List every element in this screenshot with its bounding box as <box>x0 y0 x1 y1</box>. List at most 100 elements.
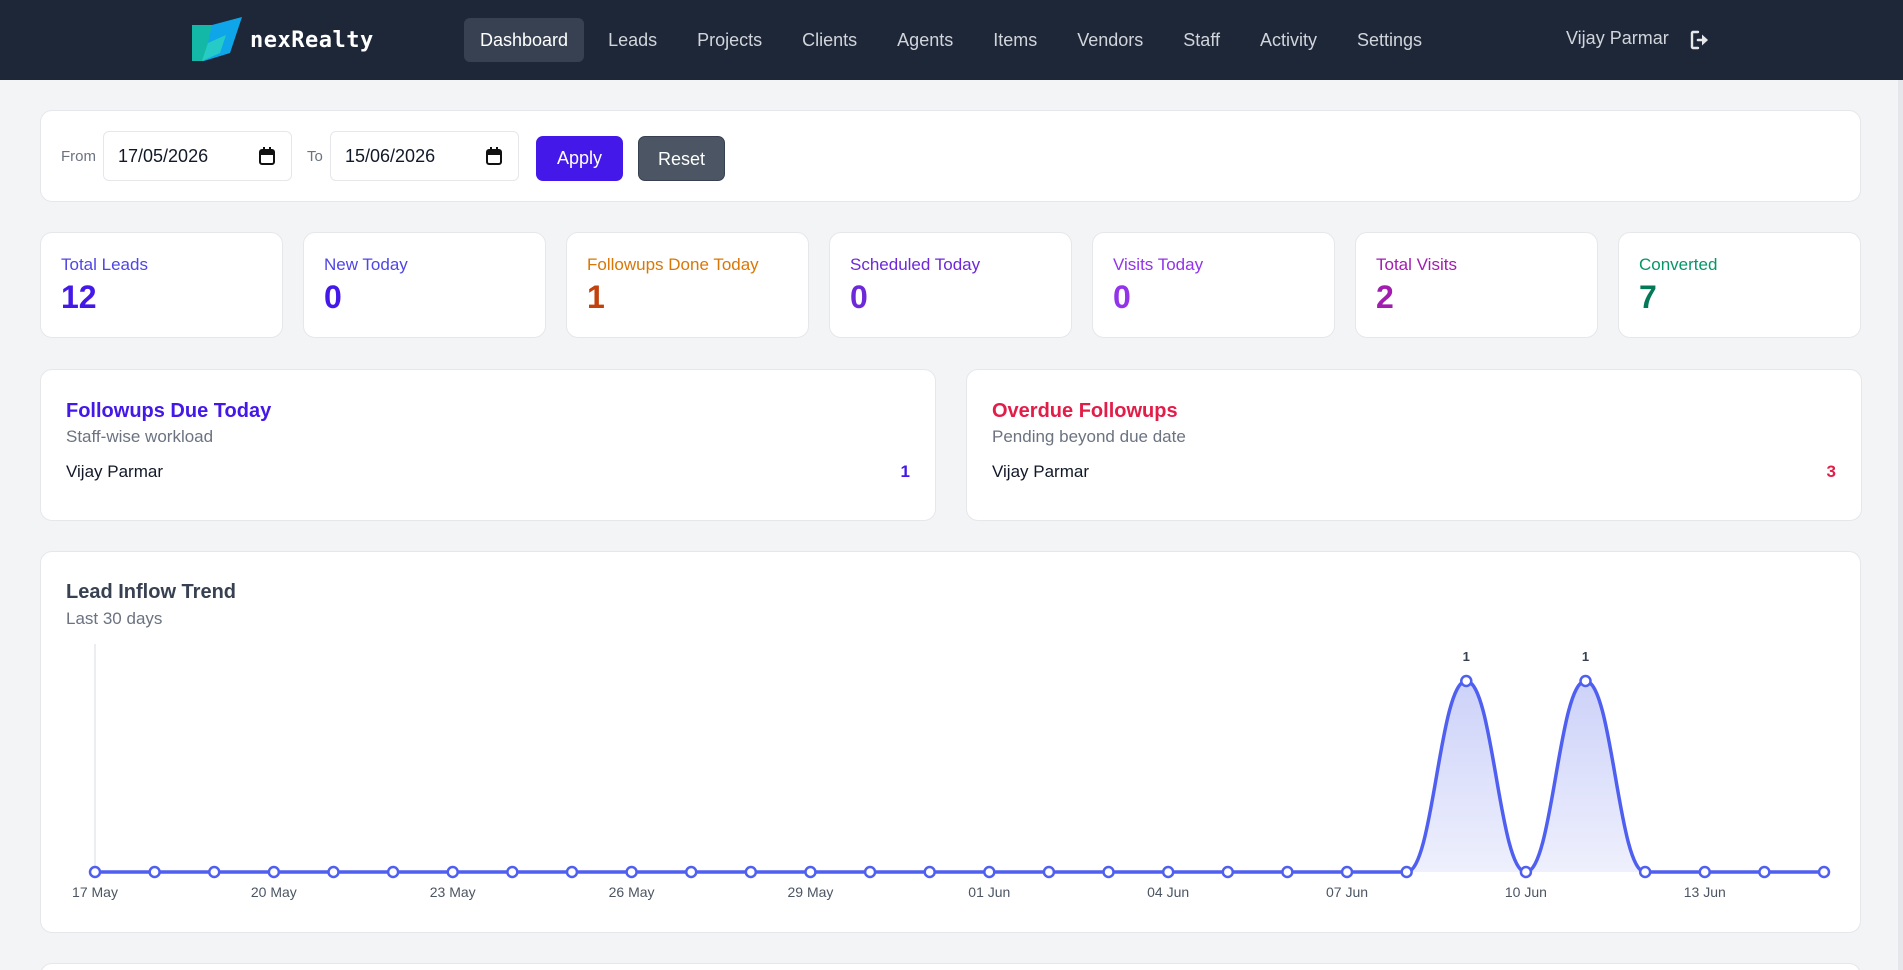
stat-card-visits-today[interactable]: Visits Today 0 <box>1092 232 1335 338</box>
stat-card-total-visits[interactable]: Total Visits 2 <box>1355 232 1598 338</box>
data-label: 1 <box>1463 649 1470 664</box>
brand[interactable]: nexRealty <box>190 17 374 63</box>
x-tick-label: 29 May <box>787 884 833 900</box>
nav-agents[interactable]: Agents <box>897 30 954 50</box>
stat-card-total-leads[interactable]: Total Leads 12 <box>40 232 283 338</box>
stat-label: Total Visits <box>1376 255 1457 274</box>
stat-card-converted[interactable]: Converted 7 <box>1618 232 1861 338</box>
stat-value: 2 <box>1376 279 1394 315</box>
data-point[interactable] <box>1400 865 1413 879</box>
data-point[interactable] <box>1519 865 1533 879</box>
scrollbar[interactable] <box>1898 80 1903 970</box>
followups-due-subtitle: Staff-wise workload <box>66 427 214 446</box>
followups-due-card: Followups Due Today Staff-wise workload … <box>40 369 936 521</box>
x-tick-label: 04 Jun <box>1147 884 1189 900</box>
data-point[interactable] <box>863 865 877 879</box>
data-point[interactable] <box>1817 865 1831 879</box>
nav-vendors[interactable]: Vendors <box>1077 30 1144 50</box>
data-point[interactable] <box>1758 865 1771 879</box>
series-area <box>95 681 1824 872</box>
stat-label: Followups Done Today <box>587 255 759 274</box>
nav-leads[interactable]: Leads <box>608 30 658 50</box>
overdue-followups-title: Overdue Followups <box>992 400 1178 422</box>
stat-value: 0 <box>324 279 342 315</box>
data-point[interactable] <box>267 865 281 879</box>
data-point[interactable] <box>684 865 698 879</box>
x-tick-label: 01 Jun <box>968 884 1010 900</box>
data-point[interactable] <box>1638 865 1652 879</box>
to-date-value: 15/06/2026 <box>345 146 436 166</box>
data-point[interactable] <box>386 865 400 879</box>
stat-card-new-today[interactable]: New Today 0 <box>303 232 546 338</box>
from-label: From <box>61 148 96 165</box>
overdue-staff-name: Vijay Parmar <box>992 462 1089 481</box>
data-point[interactable] <box>983 865 996 879</box>
x-tick-label: 20 May <box>251 884 297 900</box>
data-point[interactable] <box>1340 865 1354 879</box>
overdue-followups-subtitle: Pending beyond due date <box>992 427 1186 446</box>
data-point[interactable] <box>88 865 102 879</box>
stat-label: Visits Today <box>1113 255 1204 274</box>
nav-items[interactable]: Items <box>993 30 1038 50</box>
from-date-value: 17/05/2026 <box>118 146 209 166</box>
stat-label: Total Leads <box>61 255 148 274</box>
nav-links: Dashboard Leads Projects Clients Agents Items… <box>464 18 1446 62</box>
stat-label: Converted <box>1639 255 1718 274</box>
user-name[interactable]: Vijay Parmar <box>1566 28 1669 48</box>
stat-card-followups-done-today[interactable]: Followups Done Today 1 <box>566 232 809 338</box>
calendar-icon[interactable] <box>486 147 502 165</box>
nav-projects[interactable]: Projects <box>697 30 763 50</box>
data-point[interactable] <box>1460 674 1473 688</box>
nav-dashboard[interactable]: Dashboard <box>464 18 585 62</box>
to-label: To <box>307 148 323 165</box>
x-tick-label: 13 Jun <box>1684 884 1726 900</box>
data-point[interactable] <box>804 865 817 879</box>
data-point[interactable] <box>446 865 459 879</box>
nav-clients[interactable]: Clients <box>802 30 858 50</box>
date-filter-card: From 17/05/2026 To 15/06/2026 Apply Rese… <box>40 110 1861 202</box>
data-label: 1 <box>1582 649 1589 664</box>
data-point[interactable] <box>327 865 340 879</box>
x-tick-label: 10 Jun <box>1505 884 1547 900</box>
logout-icon[interactable] <box>1688 28 1712 52</box>
top-navbar: nexRealty Dashboard Leads Projects Clients A… <box>0 0 1903 80</box>
to-date-input[interactable]: 15/06/2026 <box>330 131 519 181</box>
stat-card-scheduled-today[interactable]: Scheduled Today 0 <box>829 232 1072 338</box>
data-point[interactable] <box>1221 865 1235 879</box>
stat-value: 0 <box>850 279 868 315</box>
followups-due-staff-name: Vijay Parmar <box>66 462 163 481</box>
chart-title: Lead Inflow Trend <box>66 581 237 603</box>
nav-activity[interactable]: Activity <box>1260 30 1318 50</box>
calendar-icon[interactable] <box>259 147 275 165</box>
from-date-input[interactable]: 17/05/2026 <box>103 131 292 181</box>
brand-name: nexRealty <box>250 27 374 53</box>
nav-settings[interactable]: Settings <box>1357 30 1423 50</box>
reset-button[interactable]: Reset <box>638 136 725 181</box>
stat-value: 12 <box>61 279 97 315</box>
data-point[interactable] <box>148 865 161 879</box>
data-point[interactable] <box>506 865 519 879</box>
data-point[interactable] <box>1102 865 1115 879</box>
data-point[interactable] <box>923 865 936 879</box>
x-tick-label: 26 May <box>609 884 655 900</box>
data-point[interactable] <box>1281 865 1294 879</box>
data-point[interactable] <box>207 865 221 879</box>
data-point[interactable] <box>1161 865 1175 879</box>
data-point[interactable] <box>565 865 579 879</box>
overdue-followups-card: Overdue Followups Pending beyond due dat… <box>966 369 1862 521</box>
data-point[interactable] <box>744 865 758 879</box>
data-point[interactable] <box>625 865 638 879</box>
data-point[interactable] <box>1579 674 1592 688</box>
followups-due-count: 1 <box>900 462 910 481</box>
stat-label: Scheduled Today <box>850 255 981 274</box>
data-point[interactable] <box>1042 865 1056 879</box>
nav-staff[interactable]: Staff <box>1183 30 1220 50</box>
brand-logo-icon <box>192 17 242 61</box>
x-tick-label: 23 May <box>430 884 476 900</box>
chart-subtitle: Last 30 days <box>66 609 163 628</box>
apply-button[interactable]: Apply <box>536 136 623 181</box>
x-tick-label: 07 Jun <box>1326 884 1368 900</box>
stat-value: 1 <box>587 279 605 315</box>
data-point[interactable] <box>1698 865 1712 879</box>
overdue-count: 3 <box>1826 462 1836 481</box>
